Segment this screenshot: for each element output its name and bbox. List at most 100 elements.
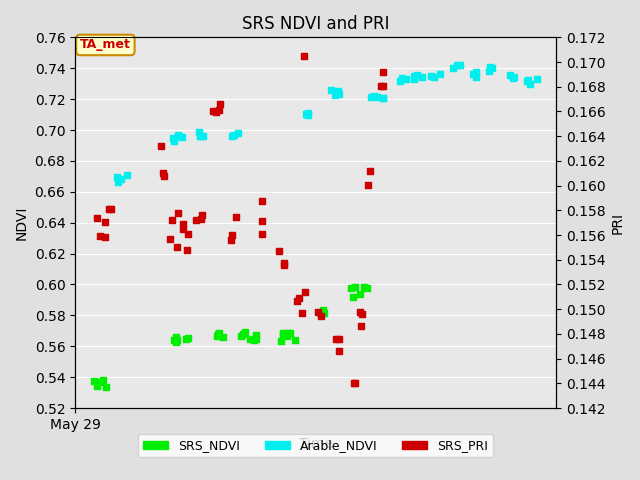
Point	[196, 211, 207, 219]
Point	[470, 73, 481, 81]
Point	[378, 68, 388, 76]
Point	[180, 336, 191, 343]
Point	[173, 209, 183, 217]
Point	[366, 93, 376, 101]
Point	[525, 80, 535, 87]
Point	[284, 329, 294, 337]
Point	[95, 379, 106, 386]
Point	[303, 109, 313, 117]
Point	[214, 329, 224, 337]
Point	[174, 132, 184, 140]
Point	[228, 132, 239, 139]
Point	[92, 383, 102, 390]
Point	[89, 378, 99, 385]
Point	[195, 132, 205, 139]
Point	[355, 308, 365, 316]
Point	[276, 337, 286, 345]
Point	[251, 332, 261, 339]
Point	[485, 63, 495, 71]
Point	[435, 71, 445, 78]
Point	[522, 77, 532, 85]
Y-axis label: PRI: PRI	[611, 212, 625, 234]
Point	[195, 132, 205, 140]
Point	[484, 67, 494, 75]
Point	[356, 311, 367, 318]
Point	[429, 73, 439, 81]
Point	[369, 92, 380, 100]
Point	[208, 108, 218, 115]
Point	[215, 100, 225, 108]
Point	[227, 231, 237, 239]
Point	[532, 76, 542, 84]
Point	[214, 106, 224, 113]
Point	[301, 110, 311, 118]
Point	[318, 306, 328, 314]
Point	[172, 334, 182, 341]
Point	[106, 205, 116, 213]
Point	[282, 329, 292, 337]
Point	[334, 90, 344, 98]
Point	[218, 333, 228, 340]
Point	[349, 379, 360, 387]
Point	[365, 168, 375, 175]
Point	[231, 214, 241, 221]
Point	[312, 308, 323, 316]
Point	[177, 133, 187, 141]
Point	[112, 173, 122, 180]
Point	[468, 71, 478, 78]
Point	[300, 288, 310, 296]
Point	[363, 181, 373, 189]
X-axis label: Time: Time	[299, 437, 333, 451]
Point	[454, 61, 465, 69]
Point	[198, 132, 209, 140]
Point	[113, 178, 123, 186]
Point	[294, 294, 304, 302]
Point	[159, 172, 169, 180]
Point	[100, 384, 111, 391]
Point	[211, 108, 221, 116]
Point	[212, 332, 222, 339]
Point	[396, 78, 406, 85]
Point	[301, 110, 312, 118]
Point	[196, 215, 206, 223]
Point	[237, 330, 248, 337]
Point	[165, 236, 175, 243]
Point	[412, 72, 422, 79]
Point	[168, 137, 179, 145]
Point	[92, 214, 102, 221]
Point	[292, 298, 303, 305]
Point	[452, 61, 462, 69]
Point	[104, 205, 115, 213]
Point	[334, 348, 344, 355]
Point	[257, 230, 268, 238]
Point	[99, 233, 109, 240]
Point	[378, 82, 388, 90]
Point	[417, 73, 427, 81]
Point	[191, 216, 202, 224]
Title: SRS NDVI and PRI: SRS NDVI and PRI	[242, 15, 389, 33]
Point	[100, 218, 110, 226]
Point	[279, 259, 289, 266]
Point	[376, 82, 386, 90]
Point	[401, 75, 412, 83]
Point	[408, 75, 419, 83]
Point	[183, 230, 193, 238]
Point	[362, 284, 372, 292]
Legend: SRS_NDVI, Arable_NDVI, SRS_PRI: SRS_NDVI, Arable_NDVI, SRS_PRI	[138, 434, 493, 457]
Point	[316, 312, 326, 319]
Point	[397, 74, 408, 82]
Point	[156, 142, 166, 150]
Point	[172, 243, 182, 251]
Point	[326, 87, 336, 95]
Point	[168, 134, 179, 142]
Point	[177, 220, 188, 228]
Point	[182, 335, 193, 342]
Point	[212, 330, 223, 337]
Point	[349, 379, 360, 387]
Point	[172, 336, 182, 344]
Point	[334, 335, 344, 342]
Point	[346, 284, 356, 292]
Point	[278, 329, 289, 337]
Point	[356, 322, 366, 329]
Point	[232, 129, 243, 137]
